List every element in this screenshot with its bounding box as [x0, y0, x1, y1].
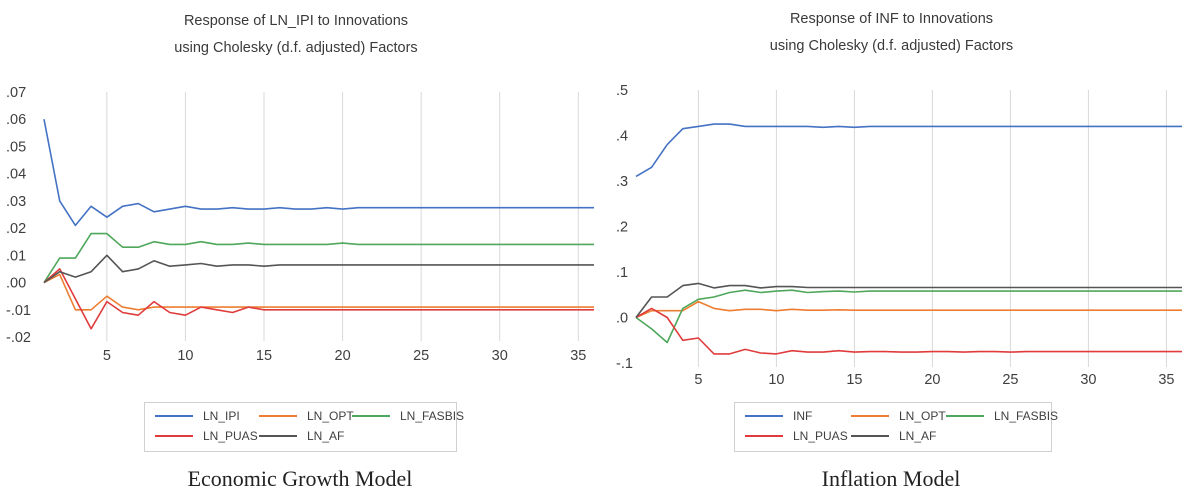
legend-swatch [259, 434, 297, 437]
panel-economic-growth: Response of LN_IPI to Innovations using … [0, 0, 594, 499]
legend: INF LN_OPT LN_FASBIS LN_PUAS LN_AF [734, 402, 1058, 452]
legend-item-ln-ipi: LN_IPI [155, 409, 240, 423]
y-tick-label: .01 [6, 248, 26, 264]
y-tick-label: .5 [616, 83, 628, 99]
x-tick-label: 20 [335, 348, 351, 364]
x-tick-label: 15 [846, 372, 862, 388]
legend-swatch [851, 414, 889, 417]
y-tick-label: .3 [616, 174, 628, 190]
legend-label: LN_IPI [203, 409, 240, 423]
y-tick-label: .2 [616, 220, 628, 236]
series-line-ln-opt [43, 273, 594, 311]
legend-label: LN_OPT [899, 409, 946, 423]
x-tick-label: 35 [570, 348, 586, 364]
chart-title-block: Response of LN_IPI to Innovations using … [0, 10, 592, 64]
legend: LN_IPI LN_OPT LN_FASBIS LN_PUAS LN_AF [144, 402, 464, 452]
legend-item-ln-puas: LN_PUAS [155, 429, 258, 443]
series-line-ln-opt [635, 300, 1182, 319]
series-line-ln-fasbis [43, 232, 594, 284]
legend-item-inf: INF [745, 409, 812, 423]
chart-title: Response of INF to Innovations [789, 11, 994, 27]
legend-label: LN_FASBIS [994, 409, 1059, 423]
x-tick-label: 5 [103, 348, 111, 364]
legend-swatch [745, 414, 783, 417]
legend-item-ln-puas: LN_PUAS [745, 429, 848, 443]
x-tick-label: 30 [492, 348, 508, 364]
y-tick-label: .07 [6, 85, 26, 101]
legend-label: LN_PUAS [203, 429, 258, 443]
series-line-ln-af [43, 254, 594, 284]
legend-swatch [352, 414, 390, 417]
legend-swatch [851, 434, 889, 437]
y-tick-label: .06 [6, 112, 26, 128]
legend-label: LN_OPT [307, 409, 354, 423]
x-tick-label: 10 [768, 372, 784, 388]
legend-swatch [155, 434, 193, 437]
chart-title: Response of LN_IPI to Innovations [183, 13, 409, 29]
model-caption-economic-growth: Economic Growth Model [187, 466, 413, 491]
legend-swatch [745, 434, 783, 437]
legend-label: LN_FASBIS [400, 409, 465, 423]
legend-label: LN_PUAS [793, 429, 848, 443]
x-tick-label: 5 [694, 372, 702, 388]
y-tick-label: -.1 [616, 356, 633, 372]
y-tick-label: .0 [616, 311, 628, 327]
legend-label: LN_AF [899, 429, 937, 443]
legend-item-ln-af: LN_AF [259, 429, 344, 443]
y-tick-label: .05 [6, 139, 26, 155]
y-tick-label: .00 [6, 276, 26, 292]
legend-label: LN_AF [307, 429, 345, 443]
model-caption-inflation: Inflation Model [821, 466, 961, 491]
chart-subtitle: using Cholesky (d.f. adjusted) Factors [769, 38, 1014, 54]
legend-item-ln-opt: LN_OPT [851, 409, 946, 423]
series-line-ln-puas [635, 307, 1182, 355]
y-tick-label: -.02 [6, 330, 31, 346]
legend-item-ln-fasbis: LN_FASBIS [352, 409, 464, 423]
series-line-inf [635, 123, 1182, 178]
y-tick-label: .02 [6, 221, 26, 237]
chart-subtitle: using Cholesky (d.f. adjusted) Factors [174, 40, 418, 56]
y-tick-label: -.01 [6, 303, 31, 319]
chart-title-block: Response of INF to Innovations using Cho… [596, 8, 1187, 62]
y-tick-label: .1 [616, 265, 628, 281]
x-tick-label: 30 [1080, 372, 1096, 388]
line-chart-ipi: 5 10 15 20 25 30 35 .07 .06 .05 .04 .03 .02 .01 .00 -.0… [6, 85, 594, 364]
legend-item-ln-af: LN_AF [851, 429, 936, 443]
legend-item-ln-fasbis: LN_FASBIS [946, 409, 1058, 423]
legend-label: INF [793, 409, 813, 423]
x-tick-label: 25 [1002, 372, 1018, 388]
y-tick-label: .04 [6, 167, 26, 183]
x-tick-label: 10 [177, 348, 193, 364]
x-tick-label: 20 [924, 372, 940, 388]
series-line-ln-fasbis [635, 289, 1182, 344]
legend-item-ln-opt: LN_OPT [259, 409, 354, 423]
x-tick-label: 15 [256, 348, 272, 364]
legend-swatch [946, 414, 984, 417]
x-tick-label: 25 [413, 348, 429, 364]
series-line-ln-ipi [43, 119, 594, 227]
y-tick-label: .4 [616, 129, 628, 145]
series-line-ln-puas [43, 268, 594, 330]
y-tick-label: .03 [6, 194, 26, 210]
x-tick-label: 35 [1158, 372, 1174, 388]
panel-inflation: Response of INF to Innovations using Cho… [596, 0, 1187, 499]
line-chart-inf: 5 10 15 20 25 30 35 .5 .4 .3 .2 .1 .0 -.1 [616, 83, 1182, 388]
legend-swatch [259, 414, 297, 417]
series-line-ln-af [635, 282, 1182, 318]
legend-swatch [155, 414, 193, 417]
